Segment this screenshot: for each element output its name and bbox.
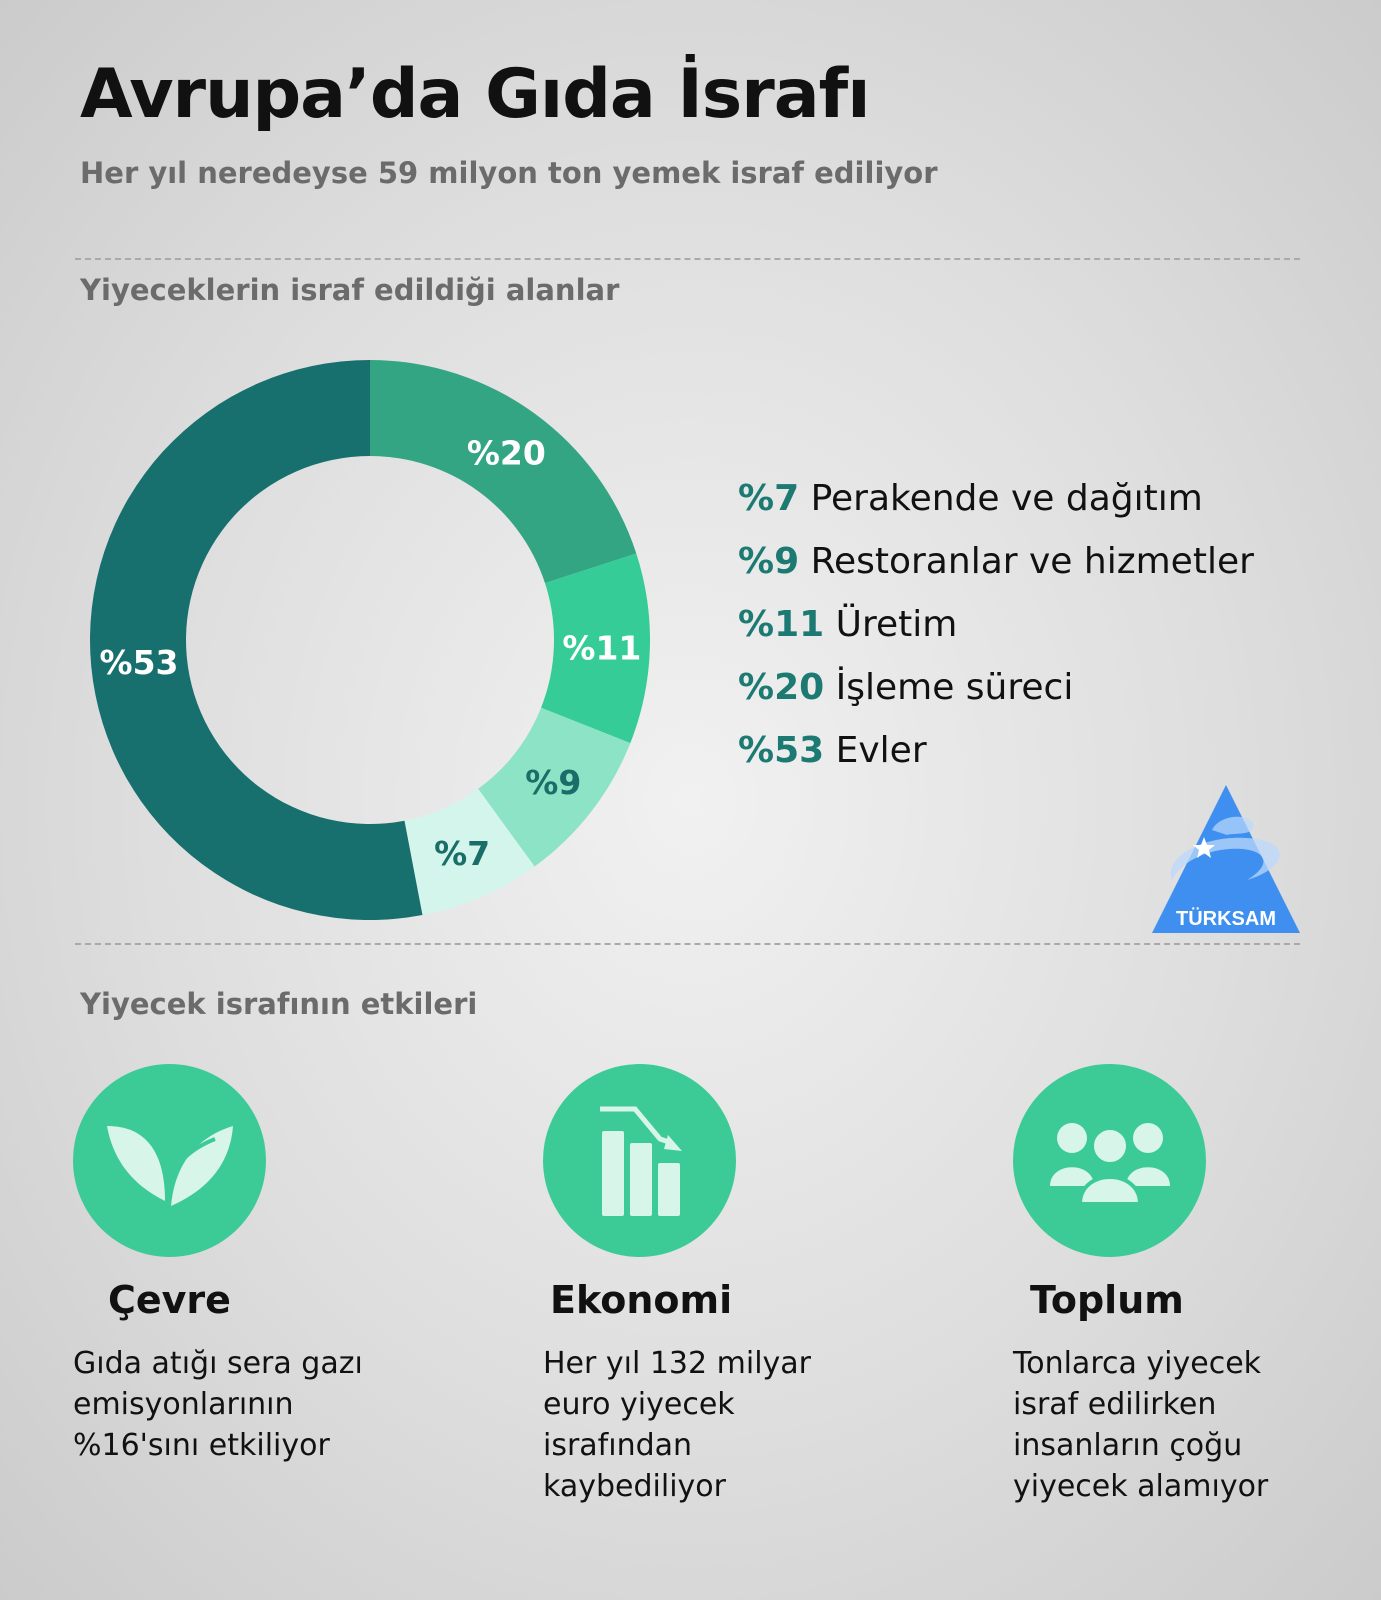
impact-text-ekonomi: Her yıl 132 milyar euro yiyecek israfınd… (543, 1346, 812, 1504)
svg-text:TÜRKSAM: TÜRKSAM (1176, 907, 1276, 930)
impact-text-cevre: Gıda atığı sera gazı emisyonlarının %16'… (73, 1346, 363, 1463)
donut-slice (90, 360, 423, 920)
donut-slice (478, 707, 631, 867)
page-title: Avrupa’da Gıda İsrafı (80, 55, 871, 134)
slice-label: %11 (562, 628, 641, 667)
legend-item: %53 Evler (738, 730, 927, 771)
slice-label: %53 (100, 643, 179, 682)
slice-label: %20 (467, 433, 546, 472)
legend-label: Evler (824, 730, 927, 771)
donut-slice (541, 553, 650, 744)
section-title-effects: Yiyecek israfının etkileri (80, 987, 478, 1021)
donut-chart: %20 %11 %9 %7 %53 (90, 360, 650, 920)
leaf-icon (106, 1125, 233, 1209)
legend-label: Restoranlar ve hizmetler (799, 541, 1254, 582)
declining-chart-icon (599, 1106, 682, 1216)
legend-pct: %53 (738, 730, 825, 771)
legend-item: %9 Restoranlar ve hizmetler (738, 541, 1254, 582)
slice-label: %7 (434, 834, 490, 873)
people-icon-circle (1013, 1064, 1206, 1257)
legend-label: Üretim (824, 604, 958, 645)
turksam-logo: TÜRKSAM (1152, 785, 1300, 933)
divider (75, 943, 1300, 945)
donut-slice (370, 360, 637, 584)
donut-slice (404, 788, 535, 916)
section-title-areas: Yiyeceklerin israf edildiği alanlar (80, 273, 620, 307)
legend-pct: %7 (738, 478, 800, 519)
legend-pct: %9 (738, 541, 800, 582)
legend-item: %11 Üretim (738, 604, 957, 645)
impact-title-toplum: Toplum (1030, 1278, 1184, 1322)
impact-text-toplum: Tonlarca yiyecek israf edilirken insanla… (1013, 1346, 1269, 1504)
legend-label: İşleme süreci (824, 667, 1074, 708)
legend-label: Perakende ve dağıtım (799, 478, 1203, 519)
legend-item: %7 Perakende ve dağıtım (738, 478, 1203, 519)
legend-pct: %11 (738, 604, 825, 645)
impact-title-ekonomi: Ekonomi (550, 1278, 733, 1322)
slice-label: %9 (525, 763, 581, 802)
impact-title-cevre: Çevre (108, 1278, 231, 1322)
page-subtitle: Her yıl neredeyse 59 milyon ton yemek is… (80, 156, 938, 190)
chart-icon-circle (543, 1064, 736, 1257)
legend-item: %20 İşleme süreci (738, 667, 1073, 708)
people-group-icon (1049, 1122, 1170, 1206)
leaf-icon-circle (73, 1064, 266, 1257)
divider (75, 258, 1300, 260)
legend-pct: %20 (738, 667, 825, 708)
